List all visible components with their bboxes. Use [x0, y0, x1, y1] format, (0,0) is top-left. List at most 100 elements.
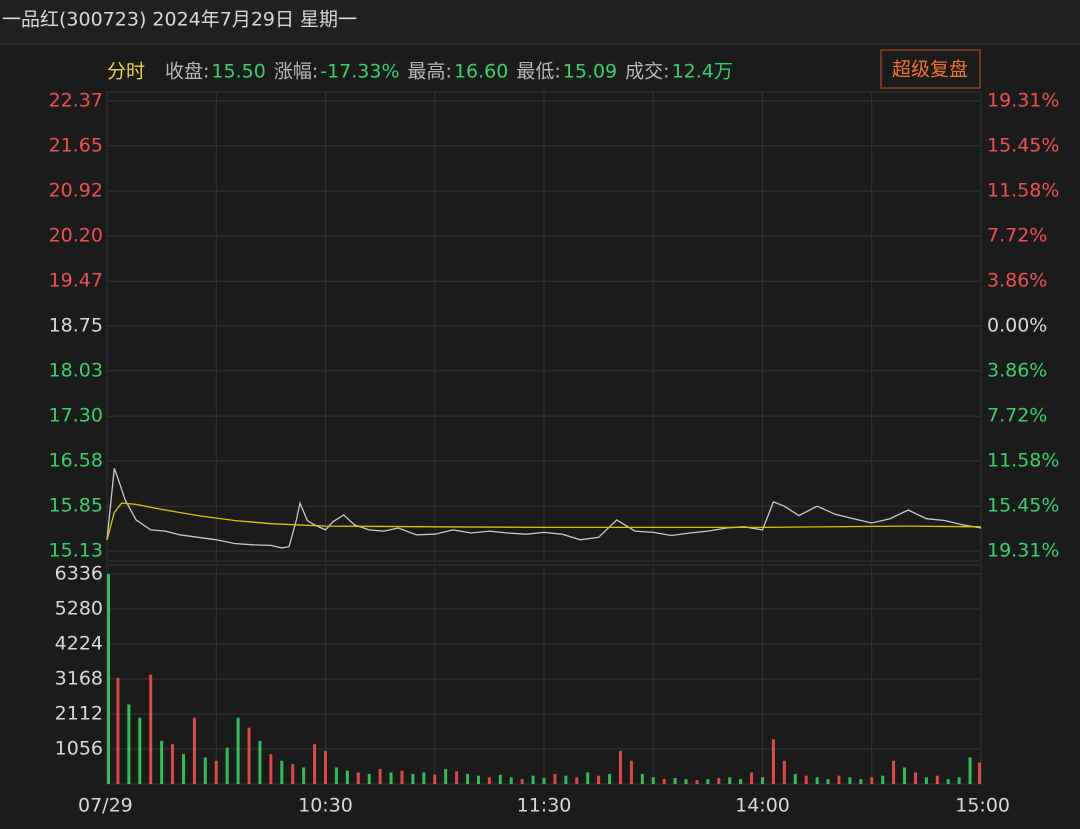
volume-bar	[302, 767, 306, 784]
y-tick-label: 18.03	[49, 359, 103, 381]
volume-bar	[739, 779, 743, 784]
stats: 收盘: 15.50 涨幅: -17.33% 最高: 16.60 最低: 15.09 成交: 12.…	[165, 61, 733, 83]
volume-bar	[640, 774, 644, 784]
stat-label: 收盘:	[165, 61, 209, 83]
volume-bar	[848, 777, 852, 784]
y2-tick-label: 19.31%	[987, 540, 1059, 562]
y2-tick-label: 3.86%	[987, 270, 1047, 292]
review-button[interactable]	[880, 49, 981, 89]
stat-label: 最高:	[408, 61, 452, 83]
price-line	[106, 502, 982, 540]
y2-tick-label: 15.45%	[987, 134, 1059, 156]
volume-bar	[389, 772, 393, 784]
volume-bar	[269, 754, 273, 784]
volume-bar	[236, 717, 240, 784]
volume-bar	[192, 717, 196, 784]
volume-bar	[116, 677, 120, 784]
volume-bar	[520, 779, 524, 784]
volume-bar	[706, 779, 710, 784]
review-button-label[interactable]: 超级复盘	[892, 59, 968, 81]
y2-tick-label: 11.58%	[987, 180, 1059, 202]
volume-bar	[258, 740, 262, 784]
stat-value: -17.33%	[320, 61, 399, 83]
x-tick-label: 11:30	[517, 795, 572, 817]
page-title: 一品红(300723) 2024年7月29日 星期一	[2, 9, 357, 31]
volume-bar	[171, 744, 175, 784]
volume-bar	[913, 772, 917, 784]
volume-bar	[978, 762, 981, 784]
volume-bar	[400, 770, 404, 784]
volume-bar	[466, 774, 470, 784]
y-tick-label: 18.75	[49, 315, 103, 337]
y2-tick-label: 15.45%	[987, 495, 1059, 517]
y2-tick-label: 0.00%	[987, 315, 1047, 337]
volume-bar	[225, 747, 229, 784]
y-tick-label: 21.65	[49, 134, 103, 156]
volume-bar	[280, 760, 284, 784]
volume-bar	[455, 771, 459, 784]
volume-bar	[903, 767, 907, 784]
volume-bar	[750, 772, 754, 784]
volume-bar	[107, 574, 110, 784]
volume-bar	[946, 779, 950, 784]
volume-bar	[334, 767, 338, 784]
volume-bar	[575, 777, 579, 784]
y-tick-label: 5280	[55, 598, 103, 620]
x-tick-label: 15:00	[955, 795, 1010, 817]
stat-value: 12.4万	[672, 61, 733, 83]
volume-bar	[629, 760, 633, 784]
volume-bar	[651, 777, 655, 784]
stat-value: 15.50	[211, 61, 265, 83]
y2-tick-label: 7.72%	[987, 225, 1047, 247]
mode-label: 分时	[107, 61, 145, 83]
stat-label: 最低:	[516, 61, 560, 83]
volume-bar	[345, 770, 349, 784]
y2-tick-label: 7.72%	[987, 404, 1047, 426]
volume-bar	[433, 774, 437, 784]
volume-bar	[870, 777, 874, 784]
volume-bar	[608, 774, 612, 784]
volume-bar	[291, 764, 295, 784]
volume-bar	[957, 777, 961, 784]
volume-bar	[214, 760, 218, 784]
y-tick-label: 6336	[55, 563, 103, 585]
volume-bar	[378, 769, 382, 784]
volume-bar	[782, 760, 786, 784]
y2-tick-label: 19.31%	[987, 90, 1059, 112]
y-tick-label: 17.30	[49, 405, 103, 427]
volume-bar	[837, 775, 841, 784]
volume-bar	[411, 774, 415, 784]
volume-bar	[487, 777, 491, 784]
volume-bar	[695, 780, 699, 784]
y-tick-label: 15.13	[49, 540, 103, 562]
header-bar	[0, 0, 1080, 44]
volume-bar	[542, 778, 546, 784]
volume-bar	[673, 778, 677, 784]
y-tick-label: 1056	[55, 738, 103, 760]
volume-bar	[127, 704, 131, 784]
volume-bar	[935, 775, 939, 784]
volume-bar	[804, 775, 808, 784]
volume-bar	[531, 775, 535, 784]
volume-bar	[247, 727, 251, 784]
volume-bar	[826, 779, 830, 784]
volume-bar	[597, 775, 601, 784]
y-tick-label: 20.20	[49, 224, 103, 246]
y2-tick-label: 11.58%	[987, 449, 1059, 471]
x-tick-label: 10:30	[298, 795, 353, 817]
volume-bar	[138, 717, 142, 784]
volume-bar	[553, 774, 557, 784]
y-tick-label: 22.37	[49, 90, 103, 112]
y-tick-label: 4224	[55, 633, 103, 655]
volume-bar	[761, 777, 764, 784]
stat-value: 16.60	[454, 61, 508, 83]
y2-tick-label: 3.86%	[987, 359, 1047, 381]
y-tick-label: 19.47	[49, 270, 103, 292]
y-tick-label: 2112	[55, 703, 103, 725]
volume-bar	[684, 779, 688, 784]
volume-bar	[203, 757, 207, 784]
volume-bar	[728, 777, 732, 784]
